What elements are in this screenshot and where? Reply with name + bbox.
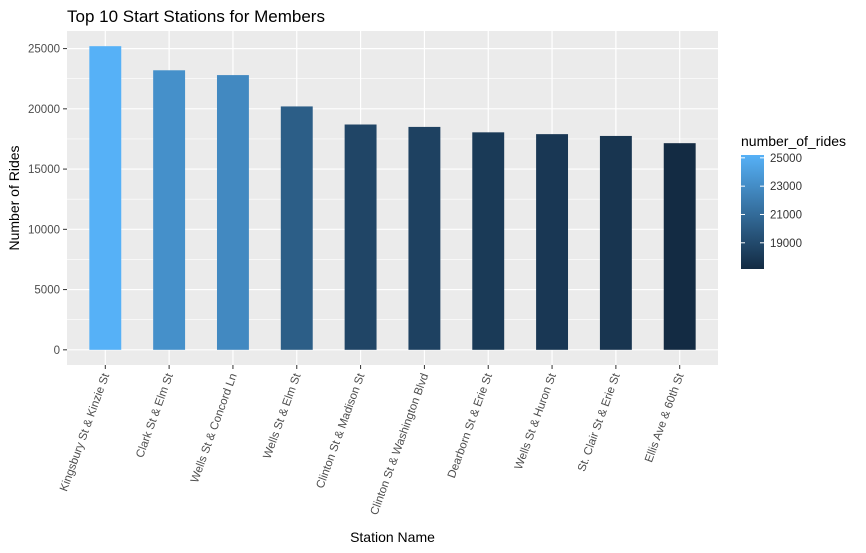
bar (344, 124, 377, 350)
x-tick-label: Wells St & Huron St (513, 371, 559, 471)
legend-tick-label: 23000 (770, 181, 802, 193)
legend-tick-label: 21000 (770, 209, 802, 221)
legend-ticks: 19000 21000 23000 25000 (741, 153, 802, 250)
x-tick-label: Kingsbury St & Kinzie St (58, 371, 112, 493)
x-axis: Kingsbury St & Kinzie St Clark St & Elm S… (58, 365, 687, 517)
y-tick-label: 5000 (34, 285, 60, 297)
x-tick-label: Clinton St & Madison St (315, 371, 368, 490)
x-tick-label: St. Clair St & Erie St (576, 371, 623, 473)
bar (89, 46, 122, 350)
bar (599, 135, 632, 350)
bar (663, 143, 696, 350)
y-tick-label: 20000 (28, 104, 60, 116)
x-tick-label: Clinton St & Washington Blvd (369, 372, 432, 517)
x-tick-label: Wells St & Elm St (262, 371, 304, 460)
y-tick-label: 25000 (28, 44, 60, 56)
bar (216, 75, 249, 350)
y-tick-label: 0 (54, 345, 60, 357)
legend-colorbar (741, 155, 764, 269)
legend-tick-label: 25000 (770, 153, 802, 165)
x-tick-label: Wells St & Concord Ln (189, 372, 240, 485)
chart-title: Top 10 Start Stations for Members (67, 7, 325, 26)
bar (536, 134, 569, 350)
legend-tick-label: 19000 (770, 238, 802, 250)
x-tick-label: Ellis Ave & 60th St (643, 371, 687, 464)
bar (153, 70, 186, 350)
y-tick-label: 15000 (28, 164, 60, 176)
y-tick-label: 10000 (28, 224, 60, 236)
bar (280, 106, 313, 350)
bar (472, 132, 505, 350)
x-tick-label: Dearborn St & Erie St (446, 371, 495, 480)
legend: number_of_rides 19000 21000 23000 25000 (741, 133, 846, 269)
bar (408, 126, 441, 350)
x-tick-label: Clark St & Elm St (134, 371, 176, 459)
x-axis-title: Station Name (350, 529, 435, 545)
y-axis-title: Number of Rides (6, 145, 22, 250)
bars (89, 46, 696, 350)
y-axis: 0 5000 10000 15000 20000 25000 (28, 44, 67, 357)
legend-title: number_of_rides (741, 133, 846, 149)
